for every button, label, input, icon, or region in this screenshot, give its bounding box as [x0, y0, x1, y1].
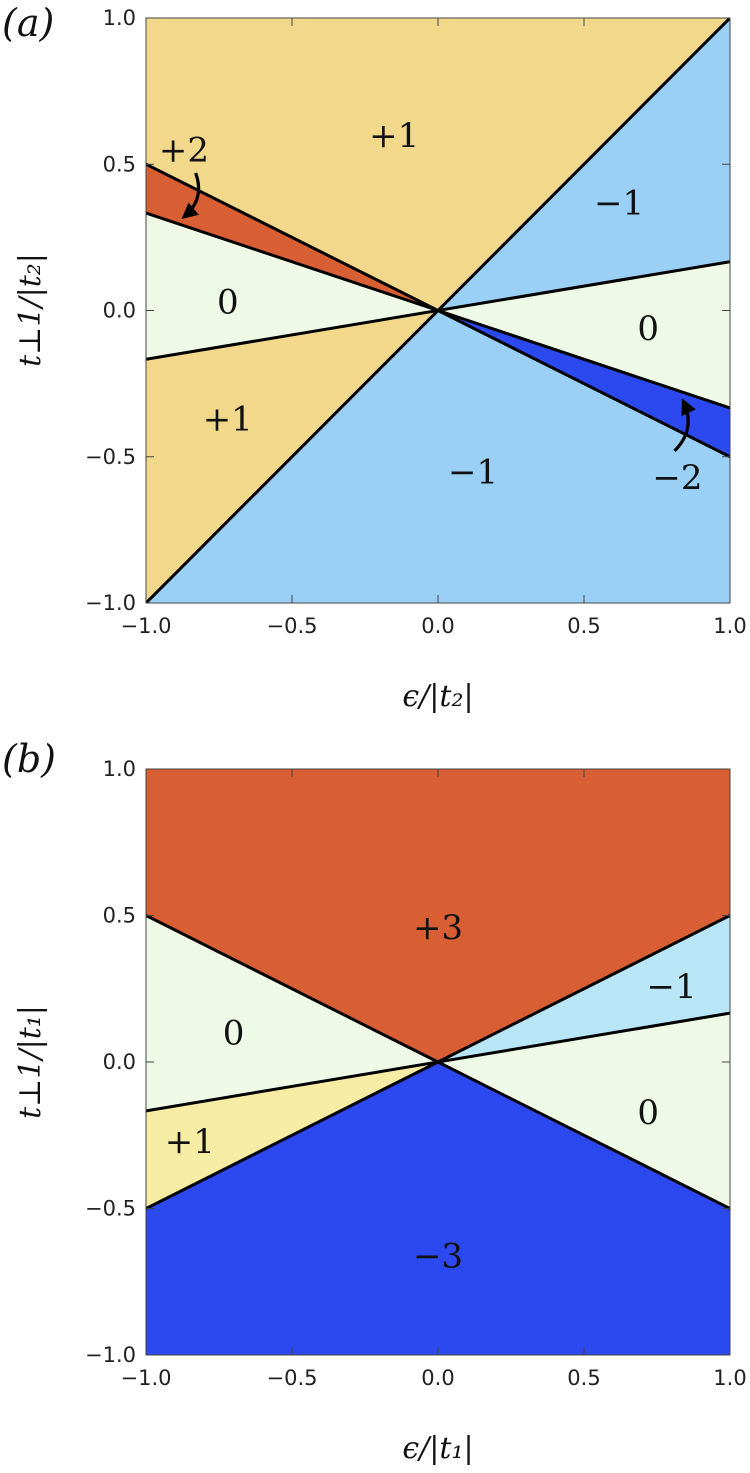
region-label: −2	[652, 458, 702, 498]
x-tick-label: 1.0	[713, 1366, 746, 1390]
region-label: +3	[413, 908, 463, 948]
x-tick-label: 1.0	[713, 614, 746, 638]
x-tick-label: −1.0	[121, 614, 172, 638]
panel-a-letter: (a)	[2, 1, 54, 45]
y-tick-label: 0.5	[103, 904, 136, 928]
region-label: +1	[165, 1122, 215, 1162]
panel-b-letter: (b)	[2, 737, 56, 781]
x-tick-label: 0.0	[421, 1366, 454, 1390]
boundary-line-4	[146, 260, 730, 361]
x-tick-label: −0.5	[267, 614, 318, 638]
panel-b-x-axis-title: ϵ/|t₁|	[402, 1431, 473, 1466]
panel-a-y-axis-title: t⊥1/|t₂|	[13, 253, 48, 367]
boundary-line-5	[146, 1011, 730, 1113]
x-tick-label: −1.0	[121, 1366, 172, 1390]
boundary-line-2	[436, 914, 730, 1064]
panel-a-x-axis-title: ϵ/|t₂|	[402, 679, 473, 714]
boundary-line-4	[436, 1060, 730, 1210]
y-tick-label: −1.0	[85, 591, 136, 615]
region-label: +1	[203, 400, 253, 440]
x-tick-label: −0.5	[267, 1366, 318, 1390]
panel-a-region-labels: +1 +2 0 +1 −1 0 −1 −2	[159, 116, 703, 498]
panel-a: (a) +1 +2 0 +1 −1 0 −1 −2 −1.0 −0.5 0.0 0.5 1.0 −1.…	[2, 1, 747, 714]
region-label: −1	[448, 452, 498, 492]
region-label: 0	[637, 1093, 659, 1133]
y-tick-label: 0.5	[103, 152, 136, 176]
panel-b: (b) +3 0 +1 −1 0 −3 −1.0 −0.5 0.0 0.5 1.0 −1.0 −0.…	[2, 737, 747, 1466]
region-label: 0	[217, 283, 239, 323]
boundary-line-3	[146, 1060, 440, 1210]
y-tick-label: 0.0	[103, 1050, 136, 1074]
y-tick-label: 1.0	[103, 6, 136, 30]
region-label: +2	[159, 131, 209, 171]
boundary-line-1	[146, 914, 440, 1064]
panel-a-arrows	[181, 172, 696, 453]
x-tick-label: 0.0	[421, 614, 454, 638]
panel-b-boundaries	[146, 914, 730, 1210]
panel-a-x-axis: −1.0 −0.5 0.0 0.5 1.0	[121, 18, 747, 638]
x-tick-label: 0.5	[567, 614, 600, 638]
panel-b-x-axis: −1.0 −0.5 0.0 0.5 1.0	[121, 769, 747, 1390]
x-tick-label: 0.5	[567, 1366, 600, 1390]
panel-a-y-axis: −1.0 −0.5 0.0 0.5 1.0	[85, 6, 730, 615]
y-tick-label: −1.0	[85, 1343, 136, 1367]
region-label: −1	[647, 967, 697, 1007]
region-label: 0	[223, 1014, 245, 1054]
region-label: +1	[369, 116, 419, 156]
region-label: −3	[413, 1236, 463, 1276]
annotation-arrow	[673, 398, 696, 453]
region-label: 0	[637, 309, 659, 349]
panel-b-y-axis: −1.0 −0.5 0.0 0.5 1.0	[85, 757, 730, 1367]
panel-a-boundaries	[146, 18, 730, 603]
annotation-arrow	[181, 172, 201, 219]
panel-b-y-axis-title: t⊥1/|t₁|	[13, 1005, 48, 1119]
y-tick-label: −0.5	[85, 445, 136, 469]
region-label: −1	[594, 183, 644, 223]
y-tick-label: 0.0	[103, 299, 136, 323]
panel-b-region-labels: +3 0 +1 −1 0 −3	[165, 908, 697, 1276]
y-tick-label: 1.0	[103, 757, 136, 781]
y-tick-label: −0.5	[85, 1197, 136, 1221]
